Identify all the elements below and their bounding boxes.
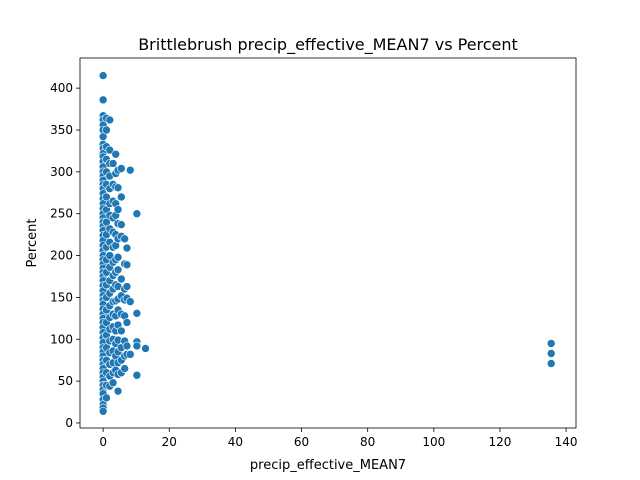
data-point	[113, 386, 123, 396]
data-point	[546, 339, 556, 348]
data-point	[113, 183, 123, 193]
data-point	[122, 282, 132, 291]
data-point	[102, 125, 111, 135]
data-point	[98, 71, 108, 80]
x-tick-label: 0	[99, 435, 107, 449]
y-tick-label: 150	[50, 290, 73, 304]
data-point	[546, 349, 556, 358]
data-point	[113, 252, 123, 262]
data-point	[117, 326, 126, 336]
y-tick-label: 350	[50, 123, 73, 137]
data-point	[132, 370, 142, 380]
x-tick-label: 80	[360, 435, 375, 449]
data-point	[98, 95, 108, 105]
chart-title: Brittlebrush precip_effective_MEAN7 vs P…	[138, 35, 518, 55]
data-point	[113, 205, 123, 214]
data-point	[105, 145, 115, 155]
data-point	[122, 260, 132, 270]
plot-frame	[79, 57, 577, 429]
data-point	[132, 309, 142, 318]
data-point	[117, 274, 126, 284]
data-point	[108, 159, 118, 168]
data-point	[120, 364, 129, 373]
y-axis: 0 50 100 150 200 250 300 350 400	[50, 81, 80, 430]
x-tick-label: 40	[228, 435, 243, 449]
y-tick-label: 400	[50, 81, 73, 95]
data-point	[113, 265, 123, 275]
data-point	[122, 243, 132, 253]
y-tick-label: 100	[50, 332, 73, 346]
data-point	[108, 378, 118, 388]
x-tick-label: 100	[422, 435, 445, 449]
data-point	[125, 297, 135, 306]
data-point	[125, 165, 135, 175]
data-point	[141, 344, 150, 353]
data-point	[105, 115, 115, 125]
data-point	[117, 220, 126, 229]
x-tick-label: 60	[294, 435, 309, 449]
x-axis: 0 20 40 60 80 100 120 140	[99, 428, 578, 449]
data-points	[98, 71, 556, 416]
data-point	[111, 149, 121, 159]
data-point	[125, 350, 135, 359]
x-tick-label: 140	[555, 435, 578, 449]
x-tick-label: 120	[488, 435, 511, 449]
data-point	[117, 192, 126, 202]
data-point	[98, 406, 108, 416]
y-axis-label: Percent	[25, 219, 40, 268]
data-point	[102, 393, 111, 403]
x-axis-label: precip_effective_MEAN7	[250, 458, 406, 473]
y-tick-label: 0	[65, 416, 73, 430]
data-point	[122, 341, 132, 351]
data-point	[120, 234, 129, 244]
y-tick-label: 200	[50, 249, 73, 263]
x-tick-label: 20	[162, 435, 177, 449]
y-tick-label: 50	[58, 374, 73, 388]
y-tick-label: 300	[50, 165, 73, 179]
data-point	[132, 341, 142, 351]
data-point	[132, 209, 142, 219]
y-tick-label: 250	[50, 207, 73, 221]
data-point	[546, 359, 556, 368]
data-point	[117, 164, 126, 173]
data-point	[122, 318, 132, 327]
